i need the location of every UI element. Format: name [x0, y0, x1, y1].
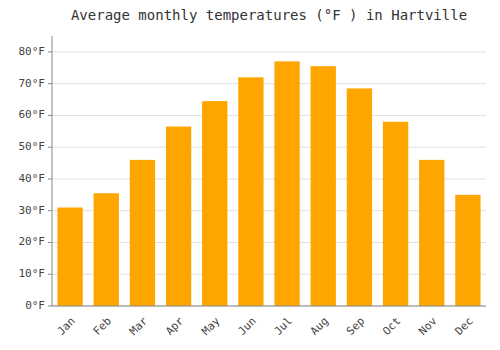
- bar: [202, 101, 227, 306]
- bar: [238, 77, 263, 306]
- tick-mark: [48, 306, 52, 307]
- x-tick-label: Nov: [416, 314, 440, 338]
- y-tick-label: 50°F: [19, 140, 46, 153]
- x-tick-label: Sep: [344, 315, 367, 338]
- tick-mark: [48, 51, 52, 52]
- x-tick-label: Jun: [235, 315, 258, 338]
- bars: [57, 61, 480, 306]
- y-tick-label: 80°F: [19, 45, 46, 58]
- grid-line: [52, 147, 486, 148]
- x-tick-label: May: [199, 314, 223, 338]
- bar: [166, 127, 191, 306]
- bar: [130, 160, 155, 306]
- bar: [347, 88, 372, 306]
- tick-mark: [48, 147, 52, 148]
- bar: [419, 160, 444, 306]
- tick-mark: [48, 242, 52, 243]
- chart-svg: 0°F 10°F 20°F 30°F 40°F 50°F 60°F 70°F 80°F Jan Fe…: [0, 0, 500, 350]
- x-tick-label: Apr: [163, 314, 187, 338]
- chart-title: Average monthly temperatures (°F ) in Ha…: [71, 7, 467, 23]
- bar: [57, 208, 82, 306]
- x-tick-label: Mar: [127, 314, 151, 338]
- x-axis-line: [52, 306, 486, 307]
- tick-mark: [48, 115, 52, 116]
- x-tick-label: Oct: [380, 315, 403, 338]
- grid-line: [52, 306, 486, 307]
- tick-mark: [48, 274, 52, 275]
- bar: [311, 66, 336, 306]
- y-axis: 0°F 10°F 20°F 30°F 40°F 50°F 60°F 70°F 80°F: [19, 36, 53, 312]
- y-tick-label: 30°F: [19, 204, 46, 217]
- grid-line: [52, 83, 486, 84]
- bar: [383, 122, 408, 306]
- tick-mark: [48, 83, 52, 84]
- y-tick-label: 60°F: [19, 108, 46, 121]
- y-axis-line: [52, 36, 53, 306]
- x-tick-label: Feb: [91, 315, 114, 338]
- grid-line: [52, 51, 486, 52]
- bar: [94, 193, 119, 306]
- y-tick-label: 40°F: [19, 172, 46, 185]
- x-axis: Jan Feb Mar Apr May Jun Jul Aug Sep Oct Nov Dec: [52, 306, 486, 338]
- x-tick-label: Jan: [55, 315, 78, 338]
- bar: [274, 61, 299, 306]
- chart-container: 0°F 10°F 20°F 30°F 40°F 50°F 60°F 70°F 80°F Jan Fe…: [0, 0, 500, 350]
- grid-line: [52, 115, 486, 116]
- y-tick-label: 10°F: [19, 267, 46, 280]
- y-tick-label: 0°F: [25, 299, 45, 312]
- tick-mark: [48, 178, 52, 179]
- bar: [455, 195, 480, 306]
- x-tick-label: Dec: [452, 315, 475, 338]
- tick-mark: [48, 210, 52, 211]
- y-tick-label: 20°F: [19, 235, 46, 248]
- y-grid: [52, 52, 486, 306]
- x-tick-label: Jul: [272, 315, 295, 338]
- y-tick-label: 70°F: [19, 77, 46, 90]
- x-tick-label: Aug: [308, 315, 331, 338]
